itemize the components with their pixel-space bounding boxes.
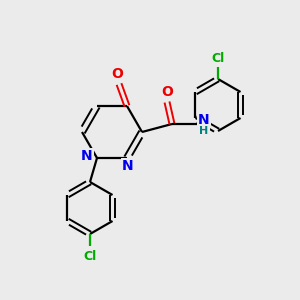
Text: O: O	[161, 85, 173, 99]
Text: N: N	[198, 113, 210, 127]
Text: H: H	[200, 126, 208, 136]
Text: N: N	[81, 149, 93, 163]
Text: N: N	[122, 159, 134, 173]
Text: Cl: Cl	[83, 250, 97, 262]
Text: Cl: Cl	[212, 52, 225, 65]
Text: O: O	[111, 67, 123, 81]
